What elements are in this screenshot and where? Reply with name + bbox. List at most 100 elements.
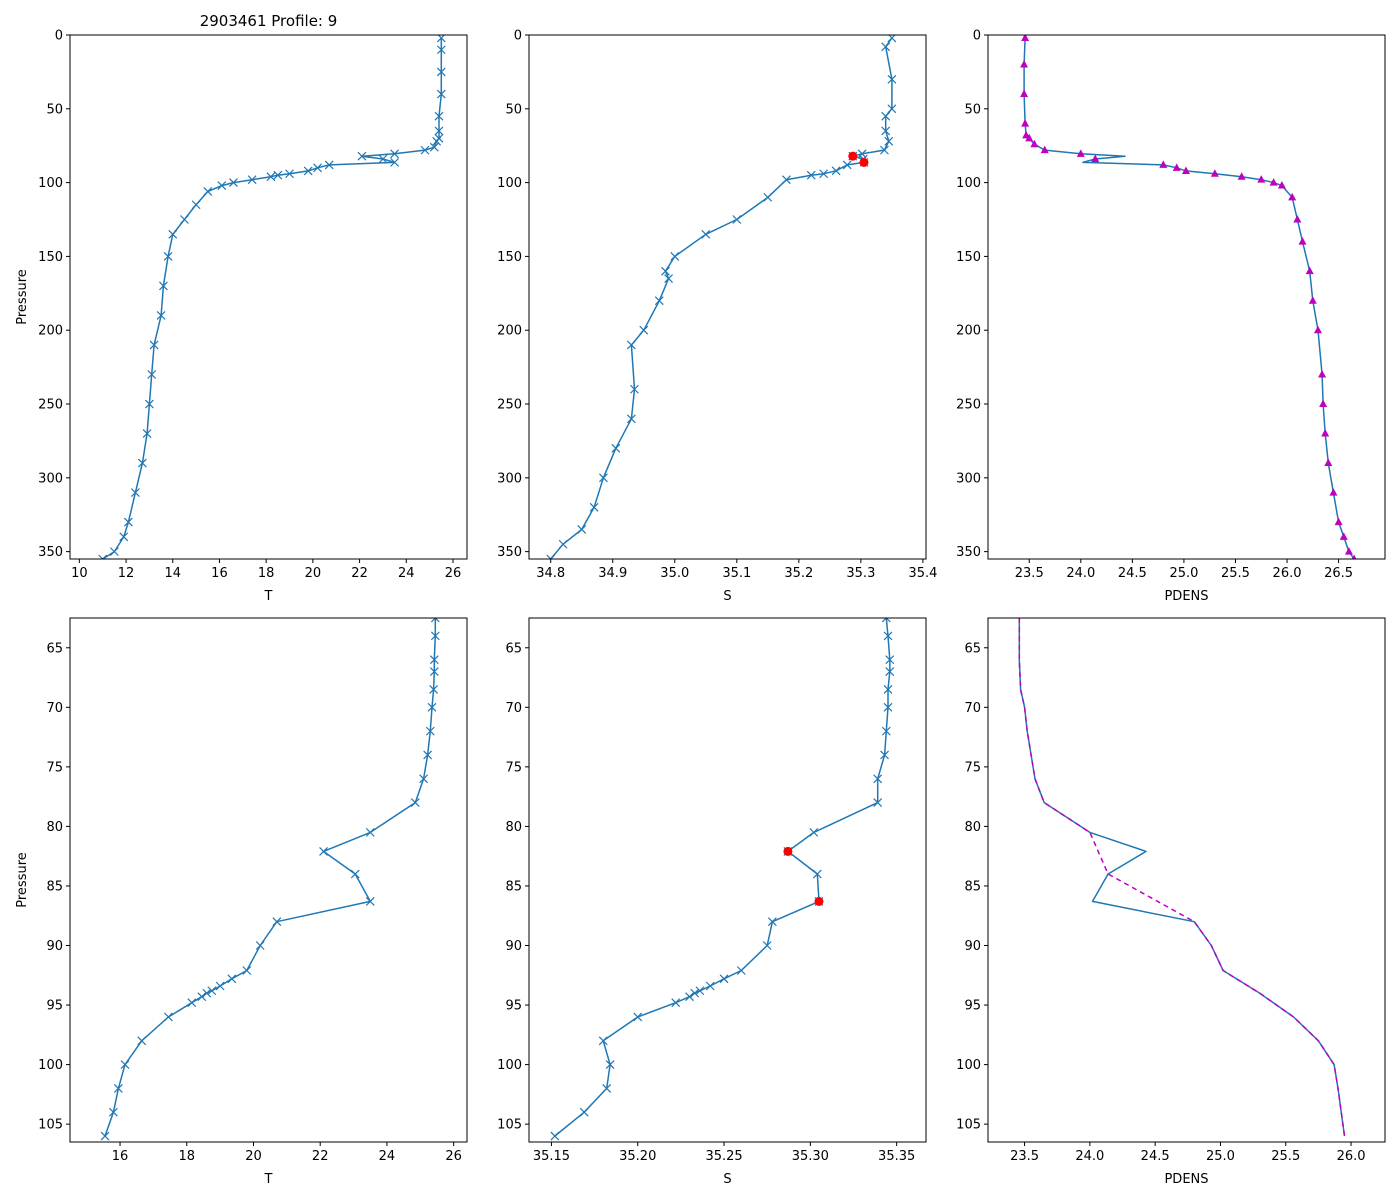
y-tick-label: 50 — [505, 102, 522, 117]
y-axis-label: Pressure — [15, 269, 30, 325]
data-point-x-marker — [626, 340, 636, 350]
data-point-x-marker — [577, 525, 587, 534]
plot-area-bottom-right — [1018, 618, 1346, 1137]
data-point-x-marker — [203, 187, 213, 196]
y-tick-label: 90 — [505, 939, 522, 954]
x-tick-label: 23.5 — [1015, 566, 1044, 581]
data-point-x-marker — [806, 170, 816, 180]
data-point-triangle-marker — [1172, 163, 1181, 171]
data-point-x-marker — [429, 142, 439, 152]
y-tick-label: 105 — [497, 1118, 522, 1133]
data-point-triangle-marker — [1321, 429, 1330, 437]
data-point-x-marker — [873, 774, 883, 784]
x-tick-label: 26 — [445, 1149, 462, 1164]
data-point-x-marker — [719, 974, 729, 984]
data-point-x-marker — [736, 966, 746, 975]
y-tick-label: 200 — [956, 324, 981, 339]
data-point-triangle-marker — [1288, 192, 1297, 201]
y-axis-label: Pressure — [15, 852, 30, 908]
data-point-x-marker — [782, 175, 791, 185]
y-tick-label: 80 — [505, 820, 522, 835]
data-point-triangle-marker — [1313, 325, 1322, 334]
data-point-x-marker — [429, 655, 439, 665]
figure-title: 2903461 Profile: 9 — [199, 12, 338, 30]
data-point-x-marker — [137, 1036, 147, 1046]
y-tick-label: 350 — [497, 545, 522, 560]
data-point-x-marker — [819, 169, 829, 179]
data-point-x-marker — [365, 827, 375, 837]
data-point-x-marker — [429, 667, 439, 677]
data-point-x-marker — [357, 151, 367, 161]
plot-area-top-left — [98, 35, 446, 559]
data-point-triangle-marker — [1020, 89, 1029, 98]
y-tick-label: 350 — [956, 545, 981, 560]
x-tick-label: 26.5 — [1324, 566, 1353, 581]
y-tick-label: 75 — [964, 760, 981, 775]
data-point-x-marker — [202, 988, 212, 998]
x-tick-label: 26 — [445, 566, 462, 581]
data-point-triangle-marker — [1305, 266, 1314, 275]
data-point-x-marker — [763, 192, 773, 202]
data-point-x-marker — [390, 149, 400, 159]
data-point-x-marker — [639, 325, 649, 335]
series-line-bottom-left — [104, 618, 437, 1137]
data-point-x-marker — [142, 429, 152, 438]
data-point-x-marker — [598, 1036, 608, 1046]
y-tick-label: 250 — [497, 398, 522, 413]
x-tick-label: 35.3 — [846, 566, 875, 581]
y-tick-label: 80 — [46, 820, 63, 835]
x-tick-label: 24.5 — [1118, 566, 1147, 581]
data-point-x-marker — [156, 311, 166, 320]
x-tick-label: 35.4 — [908, 566, 937, 581]
plot-area-bottom-left — [100, 618, 440, 1141]
data-point-x-marker — [690, 988, 700, 998]
y-tick-label: 150 — [956, 250, 981, 265]
y-tick-label: 350 — [38, 545, 63, 560]
x-tick-label: 35.15 — [533, 1149, 570, 1164]
data-point-triangle-marker — [1091, 154, 1100, 162]
data-point-x-marker — [432, 136, 442, 146]
data-point-x-marker — [611, 443, 621, 453]
data-point-x-marker — [215, 981, 225, 991]
x-tick-label: 24.0 — [1075, 1149, 1104, 1164]
y-tick-label: 50 — [46, 102, 63, 117]
data-point-x-marker — [812, 869, 822, 879]
data-point-x-marker — [425, 726, 435, 736]
data-point-triangle-marker — [1298, 237, 1307, 245]
y-tick-label: 80 — [964, 820, 981, 835]
data-point-x-marker — [887, 104, 897, 114]
data-point-x-marker — [242, 966, 252, 975]
y-tick-label: 95 — [964, 999, 981, 1014]
data-point-triangle-marker — [1210, 169, 1219, 177]
data-point-triangle-marker — [1293, 215, 1302, 223]
data-point-x-marker — [410, 798, 420, 808]
data-point-x-marker — [436, 45, 446, 55]
data-point-x-marker — [732, 215, 742, 224]
data-point-x-marker — [881, 726, 891, 736]
data-point-triangle-marker — [1020, 60, 1029, 68]
data-point-x-marker — [883, 685, 893, 694]
data-point-x-marker — [108, 1107, 118, 1117]
data-point-x-marker — [419, 774, 429, 784]
data-point-x-marker — [137, 458, 147, 468]
x-tick-label: 35.0 — [660, 566, 689, 581]
x-tick-label: 24.0 — [1066, 566, 1095, 581]
data-point-x-marker — [147, 370, 157, 379]
data-point-x-marker — [550, 1131, 560, 1141]
data-point-x-marker — [880, 145, 889, 155]
data-point-x-marker — [558, 539, 568, 549]
data-point-triangle-marker — [1040, 145, 1049, 154]
x-tick-label: 25.5 — [1221, 566, 1250, 581]
data-point-x-marker — [180, 215, 189, 224]
plot-area-top-right — [1020, 35, 1357, 559]
data-point-x-marker — [98, 554, 108, 559]
data-point-x-marker — [883, 631, 893, 641]
x-tick-label: 25.5 — [1271, 1149, 1300, 1164]
data-point-triangle-marker — [1277, 181, 1286, 189]
y-tick-label: 65 — [505, 641, 522, 656]
data-point-x-marker — [144, 399, 154, 409]
y-tick-label: 300 — [497, 471, 522, 486]
x-tick-label: 22 — [351, 566, 368, 581]
x-axis-label: T — [264, 1172, 273, 1187]
plot-area-top-middle — [546, 35, 897, 559]
